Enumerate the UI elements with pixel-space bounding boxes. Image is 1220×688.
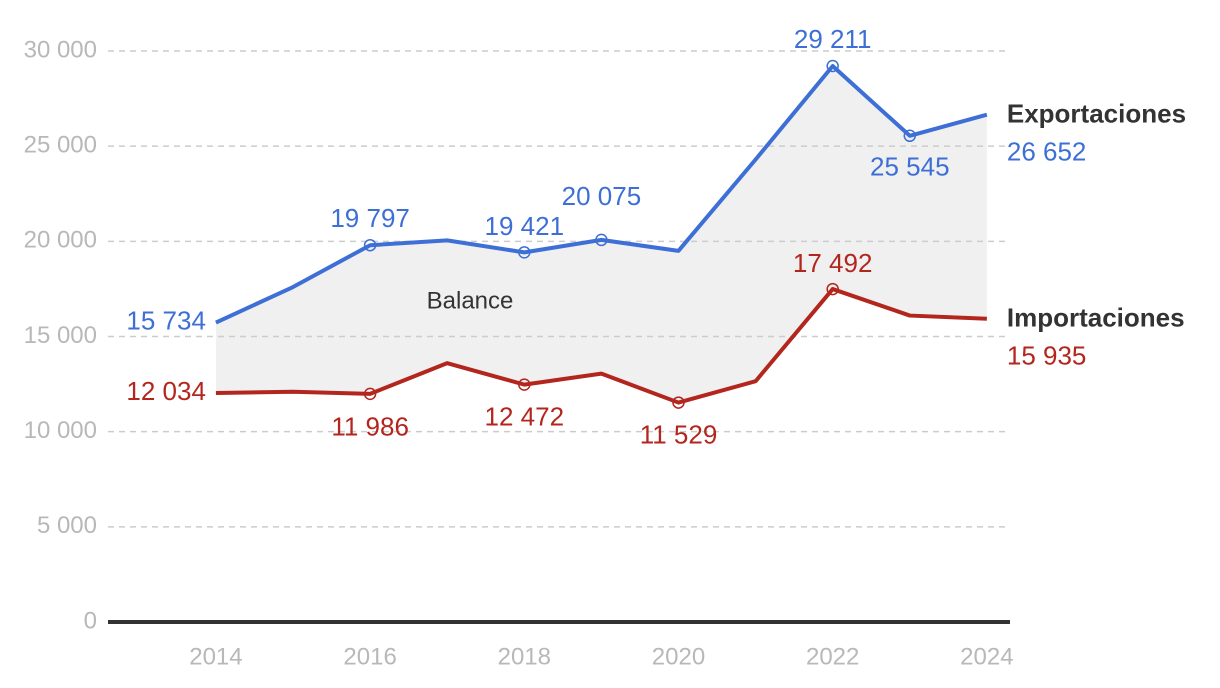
series-line [215, 287, 987, 405]
value-label: 12 034 [126, 376, 206, 406]
point-marker [826, 282, 839, 296]
value-label: 11 529 [640, 419, 718, 449]
value-label: 11 986 [331, 412, 409, 442]
value-label: 15 734 [126, 305, 206, 335]
x-tick-label: 2020 [652, 643, 705, 670]
y-tick-label: 25 000 [24, 132, 97, 159]
x-tick-label: 2014 [189, 643, 242, 670]
y-tick-label: 20 000 [24, 227, 97, 254]
value-label: 19 421 [485, 211, 565, 241]
x-tick-label: 2016 [343, 643, 396, 670]
point-marker [363, 387, 377, 401]
value-label: 17 492 [793, 248, 873, 278]
value-label: 20 075 [562, 181, 642, 211]
y-tick-label: 5 000 [37, 512, 97, 539]
point-marker [518, 378, 531, 391]
y-tick-label: 15 000 [24, 322, 97, 349]
x-tick-label: 2024 [960, 643, 1013, 670]
value-label: 25 545 [870, 152, 950, 182]
point-marker [363, 238, 377, 252]
y-tick-label: 10 000 [24, 417, 97, 444]
point-marker [826, 59, 839, 73]
value-label: 29 211 [794, 24, 872, 54]
value-label: 19 797 [330, 203, 410, 233]
legend-label: Exportaciones [1007, 99, 1186, 129]
x-tick-label: 2018 [498, 643, 551, 670]
legend-label: Importaciones [1007, 303, 1185, 333]
value-label: 26 652 [1007, 137, 1087, 167]
series-line [215, 64, 988, 325]
point-marker [903, 129, 917, 143]
annotation: Balance [427, 287, 514, 314]
x-tick-label: 2022 [806, 643, 859, 670]
point-marker [595, 233, 608, 247]
value-label: 15 935 [1007, 341, 1087, 371]
point-marker [518, 246, 531, 259]
balance-area [215, 66, 987, 403]
y-tick-label: 30 000 [24, 36, 97, 63]
point-marker [672, 396, 685, 409]
value-label: 12 472 [485, 401, 565, 431]
y-tick-label: 0 [84, 607, 97, 634]
